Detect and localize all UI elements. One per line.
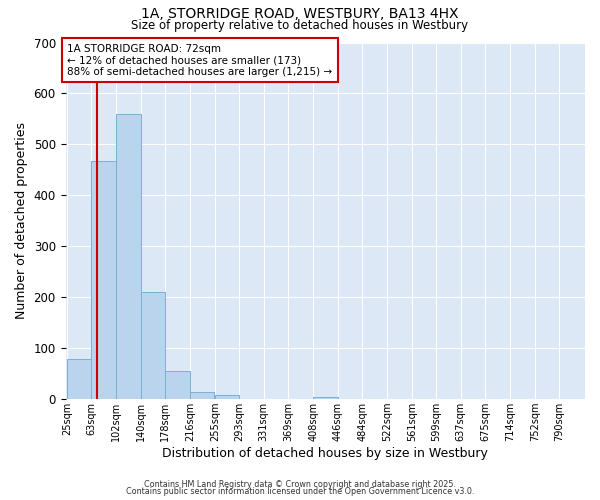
Bar xyxy=(166,371,190,399)
X-axis label: Distribution of detached houses by size in Westbury: Distribution of detached houses by size … xyxy=(163,447,488,460)
Text: 1A, STORRIDGE ROAD, WESTBURY, BA13 4HX: 1A, STORRIDGE ROAD, WESTBURY, BA13 4HX xyxy=(141,8,459,22)
Bar xyxy=(91,161,116,399)
Text: Contains public sector information licensed under the Open Government Licence v3: Contains public sector information licen… xyxy=(126,487,474,496)
Y-axis label: Number of detached properties: Number of detached properties xyxy=(15,122,28,320)
Bar xyxy=(116,114,141,399)
Bar xyxy=(190,392,214,399)
Bar xyxy=(141,292,166,399)
Text: Size of property relative to detached houses in Westbury: Size of property relative to detached ho… xyxy=(131,19,469,32)
Text: Contains HM Land Registry data © Crown copyright and database right 2025.: Contains HM Land Registry data © Crown c… xyxy=(144,480,456,489)
Bar xyxy=(215,395,239,399)
Text: 1A STORRIDGE ROAD: 72sqm
← 12% of detached houses are smaller (173)
88% of semi-: 1A STORRIDGE ROAD: 72sqm ← 12% of detach… xyxy=(67,44,332,76)
Bar xyxy=(67,360,91,399)
Bar xyxy=(313,396,338,399)
